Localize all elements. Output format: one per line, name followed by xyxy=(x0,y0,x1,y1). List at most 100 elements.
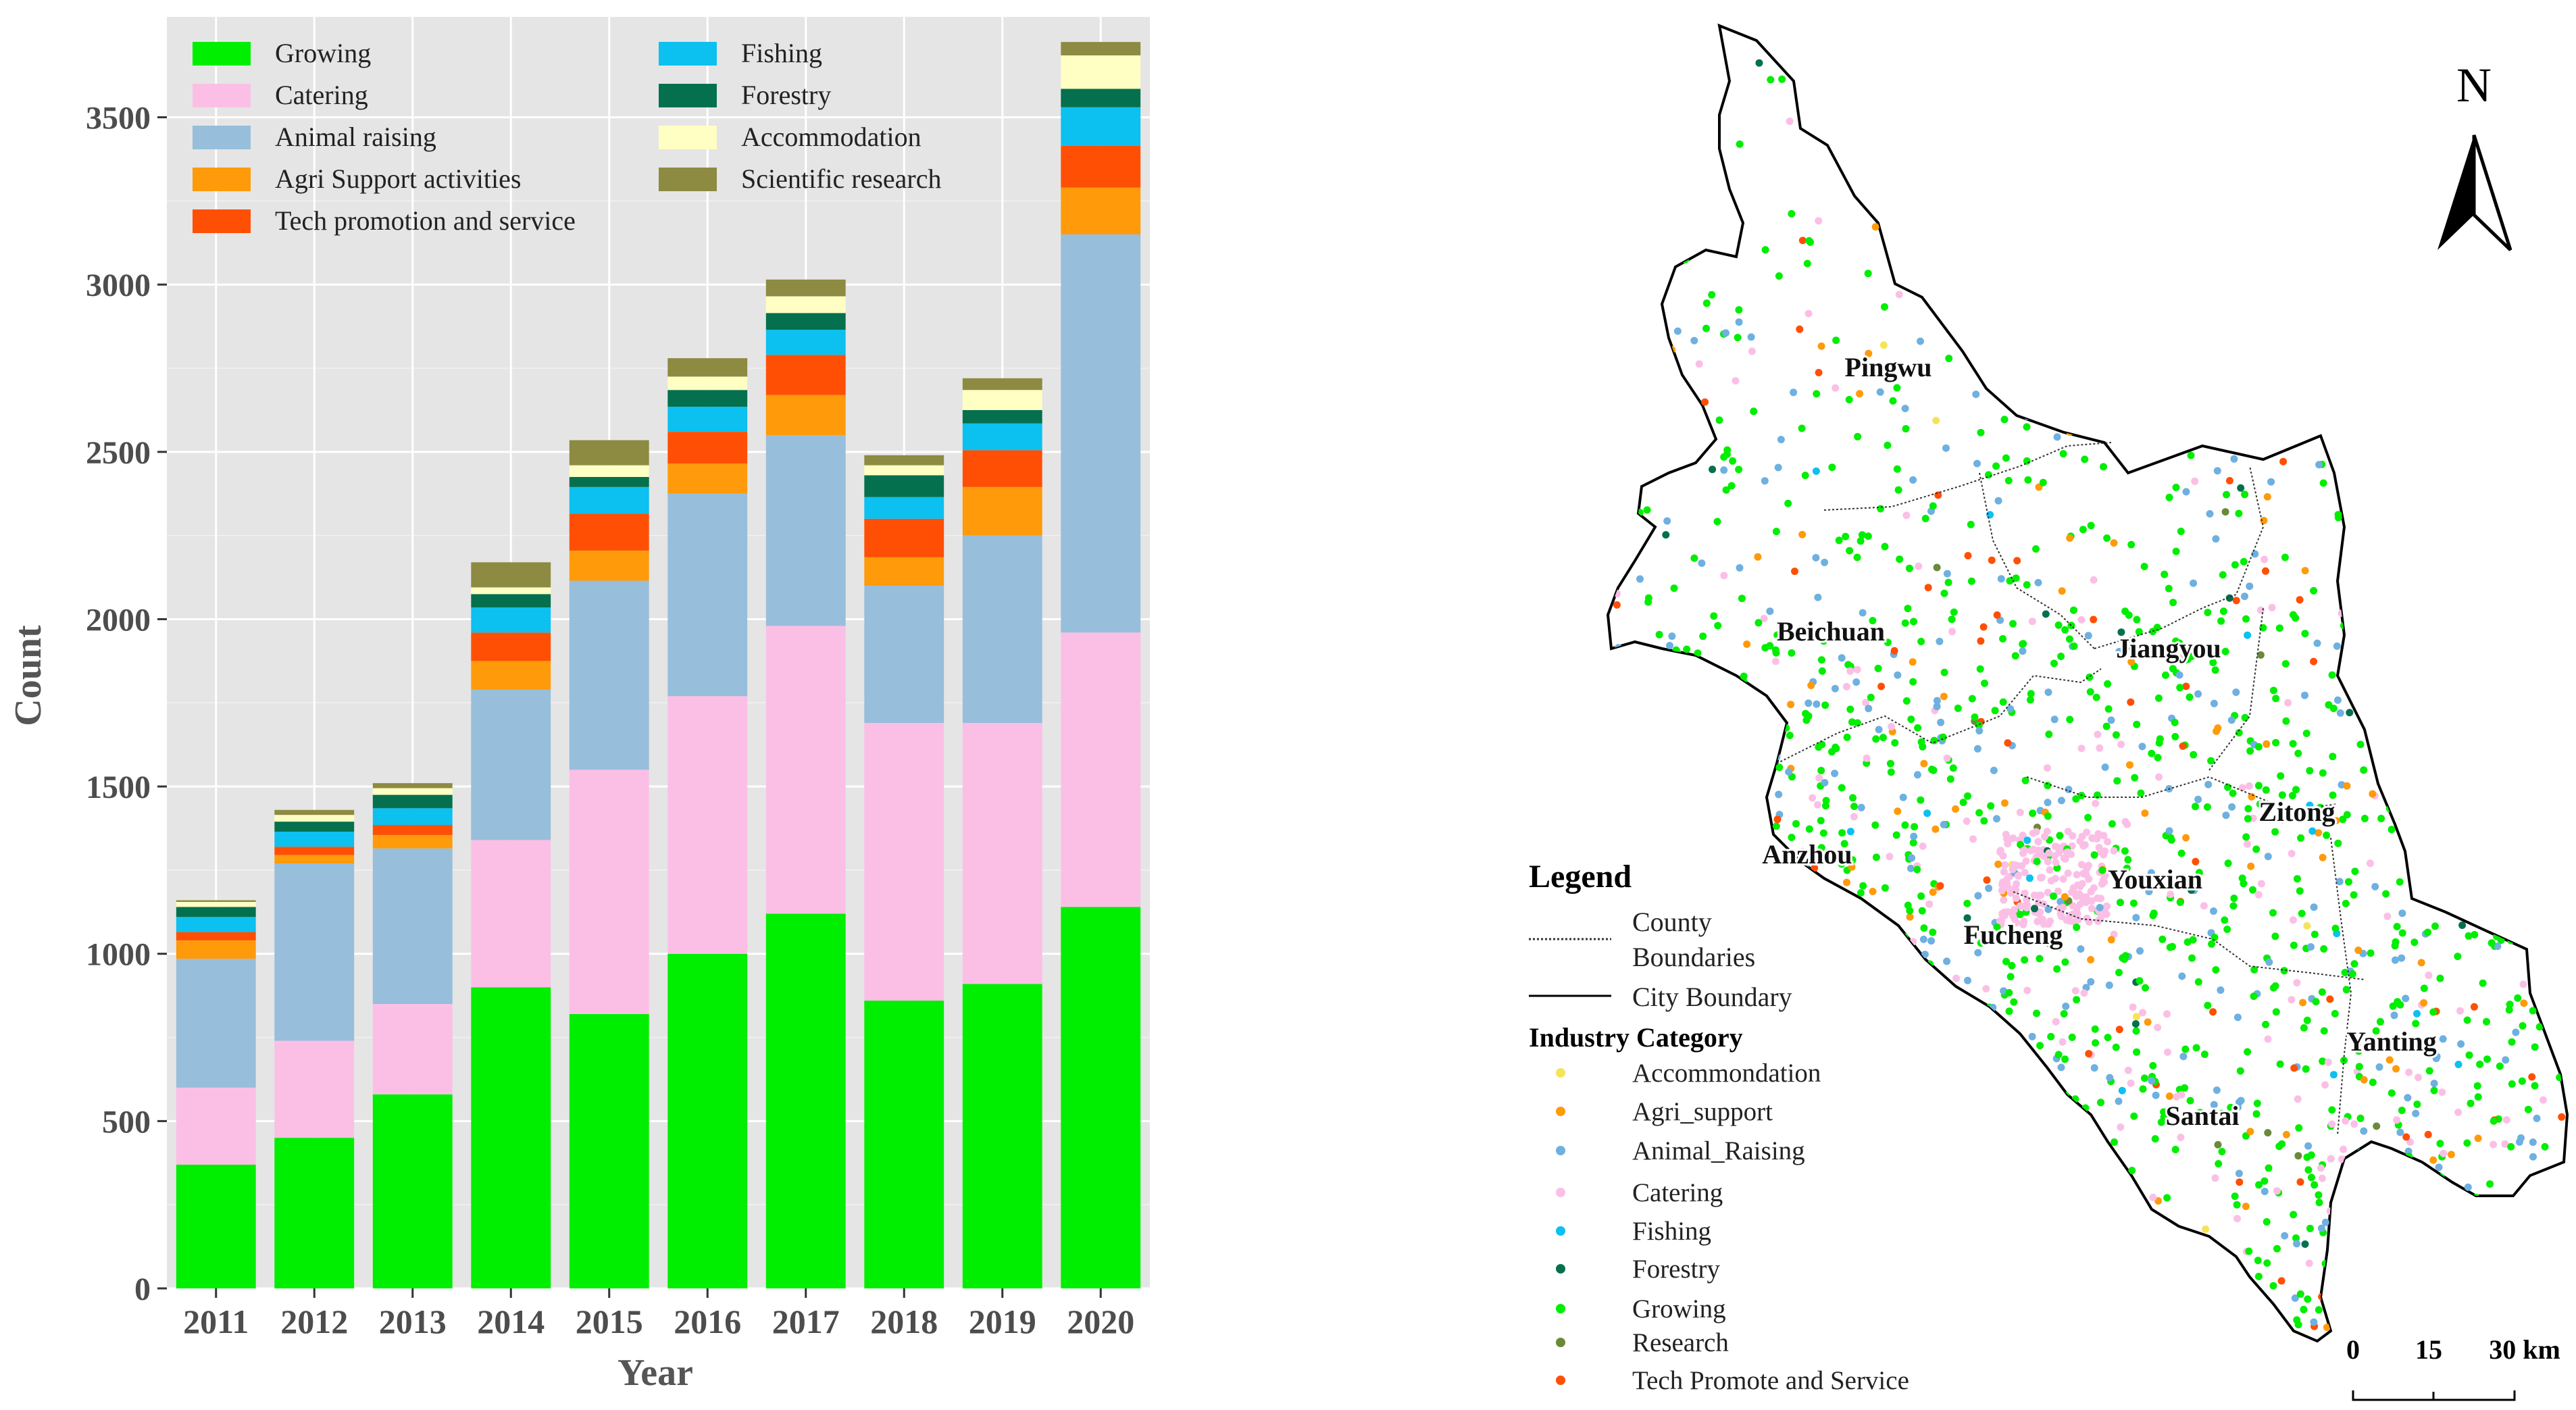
industry-point xyxy=(1649,322,1657,330)
industry-point xyxy=(2146,1237,2154,1245)
y-axis-label: Count xyxy=(7,625,49,726)
industry-point xyxy=(1652,793,1659,801)
industry-point xyxy=(1943,570,1951,578)
industry-point xyxy=(1786,118,1794,125)
industry-point xyxy=(1769,909,1777,917)
industry-point xyxy=(2221,916,2229,924)
industry-point xyxy=(2148,749,2156,757)
industry-point xyxy=(2347,124,2355,132)
industry-point xyxy=(2302,730,2310,737)
industry-point xyxy=(2426,853,2434,861)
industry-point xyxy=(2535,1023,2544,1031)
industry-point xyxy=(1909,678,1917,686)
industry-point xyxy=(2410,1205,2418,1213)
industry-point xyxy=(2265,1164,2273,1172)
industry-point xyxy=(1732,377,1740,385)
industry-point xyxy=(2167,836,2175,844)
industry-point xyxy=(1608,529,1616,537)
industry-point xyxy=(1838,1325,1845,1333)
industry-point xyxy=(2388,1245,2396,1253)
industry-point xyxy=(2319,1057,2327,1065)
industry-point xyxy=(1997,575,2005,583)
industry-point xyxy=(2490,905,2498,913)
industry-point xyxy=(1849,1047,1857,1055)
industry-point xyxy=(2383,912,2392,920)
bar-segment-2017-catering xyxy=(765,626,846,914)
industry-point xyxy=(1632,817,1640,825)
industry-point xyxy=(2165,584,2173,593)
industry-point xyxy=(2222,1113,2230,1121)
legend-label-fishing: Fishing xyxy=(741,38,822,68)
industry-point xyxy=(2084,813,2092,822)
industry-point xyxy=(2497,822,2505,830)
industry-point xyxy=(1695,60,1703,68)
industry-point xyxy=(2043,828,2051,836)
industry-point xyxy=(1801,1169,1809,1177)
industry-point xyxy=(2130,1208,2138,1216)
industry-point xyxy=(2469,444,2477,452)
industry-point xyxy=(1832,384,1840,392)
industry-point xyxy=(2246,582,2254,590)
industry-point xyxy=(1671,709,1680,717)
industry-point xyxy=(1826,635,1834,643)
industry-point xyxy=(2398,1107,2406,1114)
industry-point xyxy=(2359,1331,2367,1339)
industry-point xyxy=(1893,384,1901,392)
industry-point xyxy=(1874,1203,1882,1211)
industry-point xyxy=(1876,972,1884,980)
bar-segment-2017-forestry xyxy=(765,313,846,330)
industry-point xyxy=(1961,1191,1969,1199)
industry-point xyxy=(1882,1324,1890,1332)
industry-point xyxy=(1838,1303,1846,1311)
industry-point xyxy=(1893,137,1901,145)
industry-point xyxy=(2136,977,2144,985)
industry-point xyxy=(1784,499,1792,507)
industry-point xyxy=(2558,1113,2566,1121)
industry-point xyxy=(2073,871,2081,879)
bar-segment-2013-animal-raising xyxy=(372,848,453,1005)
industry-point xyxy=(1651,109,1659,117)
industry-point xyxy=(1924,89,1932,97)
industry-point xyxy=(2479,979,2487,987)
industry-point xyxy=(1608,999,1613,1007)
industry-point xyxy=(2436,974,2444,982)
industry-point xyxy=(2510,349,2518,357)
industry-point xyxy=(2111,1138,2118,1146)
industry-point xyxy=(2415,1201,2423,1209)
industry-point xyxy=(2025,1283,2033,1291)
county-boundary-pingwu xyxy=(1823,442,2112,511)
industry-point xyxy=(2406,1138,2414,1146)
industry-point xyxy=(1761,1323,1769,1331)
industry-point xyxy=(1740,730,1748,738)
industry-point xyxy=(2498,878,2506,886)
industry-point xyxy=(1848,1111,1856,1119)
industry-point xyxy=(2047,1182,2055,1190)
industry-point xyxy=(2432,766,2440,774)
industry-point xyxy=(2420,984,2428,992)
county-label-anzhou: Anzhou xyxy=(1762,839,1852,870)
industry-point xyxy=(1934,1159,1942,1167)
industry-point xyxy=(1894,1111,1902,1119)
industry-point xyxy=(1819,829,1827,837)
industry-point xyxy=(2504,1258,2512,1266)
industry-point xyxy=(1684,656,1692,664)
industry-point xyxy=(1923,1330,1931,1337)
industry-point xyxy=(1894,1114,1902,1122)
industry-point xyxy=(1846,705,1854,713)
industry-point xyxy=(2016,809,2024,816)
industry-point xyxy=(1717,1241,1725,1249)
industry-point xyxy=(2319,853,2327,861)
industry-point xyxy=(2405,388,2413,396)
industry-point xyxy=(2366,355,2373,363)
industry-point xyxy=(1843,922,1851,930)
industry-point xyxy=(2140,563,2148,570)
industry-point xyxy=(2118,1195,2126,1203)
industry-point xyxy=(1729,457,1737,465)
industry-point xyxy=(1766,642,1774,650)
industry-point xyxy=(2490,1117,2498,1125)
industry-point xyxy=(1807,1038,1815,1046)
industry-point xyxy=(2022,307,2030,316)
industry-point xyxy=(2261,1188,2269,1195)
industry-point xyxy=(1931,1292,1940,1300)
industry-point xyxy=(2194,145,2202,153)
